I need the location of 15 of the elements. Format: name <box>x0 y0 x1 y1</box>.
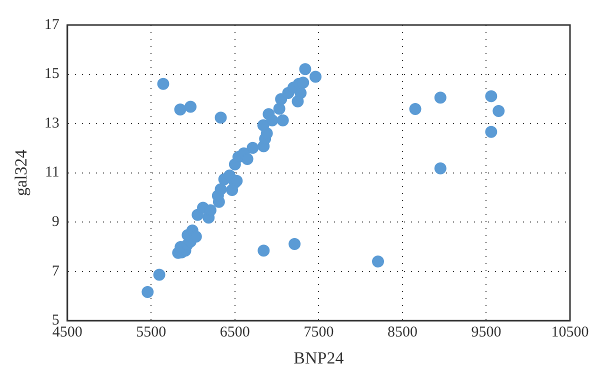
y-tick-label: 7 <box>52 263 60 280</box>
x-axis-title: BNP24 <box>294 348 344 368</box>
x-tick-label: 6500 <box>220 324 250 341</box>
x-tick-label: 10500 <box>551 324 589 341</box>
x-tick-label: 9500 <box>471 324 502 341</box>
y-tick-label: 9 <box>52 214 60 230</box>
y-tick-label: 17 <box>44 16 60 33</box>
x-tick-label: 5500 <box>136 324 166 341</box>
y-tick-label: 13 <box>44 115 60 132</box>
x-tick-label: 4500 <box>52 324 82 341</box>
y-tick-label: 15 <box>44 66 60 82</box>
x-tick-label: 8500 <box>387 324 418 341</box>
y-tick-label: 11 <box>44 164 60 181</box>
x-tick-label: 7500 <box>304 324 334 341</box>
y-axis-title: gal324 <box>12 149 31 196</box>
